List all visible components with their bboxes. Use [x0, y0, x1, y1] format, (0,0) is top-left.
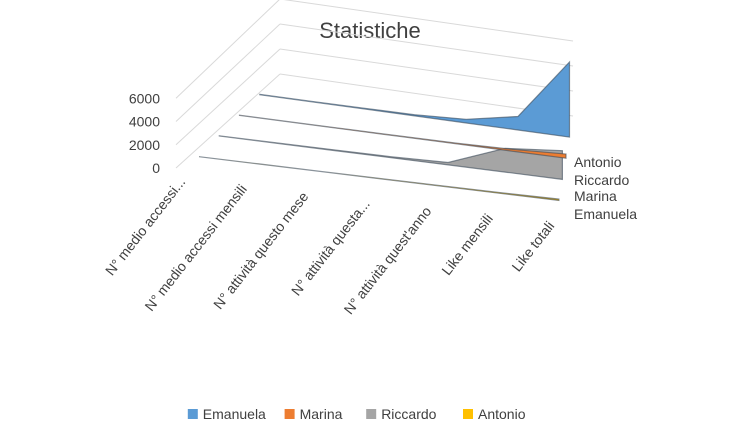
y-tick-label: 0	[152, 160, 160, 176]
area-emanuela	[259, 60, 571, 138]
gridline-back	[283, 0, 574, 42]
y-tick-label: 2000	[129, 137, 160, 153]
depth-label: Riccardo	[574, 172, 629, 188]
series-areas	[198, 60, 571, 202]
y-tick-label: 6000	[129, 90, 160, 106]
y-tick-label: 4000	[129, 114, 160, 130]
legend-label-emanuela: Emanuela	[203, 406, 266, 422]
gridline-back	[279, 48, 574, 92]
x-axis-ticks: N° medio accessi...N° medio accessi mens…	[102, 174, 557, 317]
gridline-left	[175, 23, 281, 122]
y-axis-ticks: 0 2000 4000 6000	[129, 90, 160, 176]
depth-label: Marina	[574, 188, 617, 204]
area-marina	[238, 114, 567, 159]
legend-label-riccardo: Riccardo	[381, 406, 436, 422]
gridline-left	[175, 0, 280, 99]
area-riccardo	[218, 135, 564, 181]
x-tick-label: Like mensili	[438, 211, 496, 278]
legend-swatch-riccardo	[366, 409, 377, 419]
area-antonio	[198, 156, 560, 202]
gridline-back	[279, 23, 574, 67]
depth-label: Antonio	[574, 154, 622, 170]
depth-label: Emanuela	[574, 206, 637, 222]
gridline-left	[175, 48, 281, 146]
chart-title: Statistiche	[319, 18, 421, 43]
legend-label-antonio: Antonio	[478, 406, 526, 422]
legend-swatch-emanuela	[187, 409, 198, 419]
gridline-back	[279, 73, 574, 117]
gridline-left	[175, 73, 281, 169]
legend-label-marina: Marina	[300, 406, 343, 422]
x-tick-label: Like totali	[508, 218, 557, 274]
gridlines	[175, 0, 574, 169]
legend-swatch-antonio	[463, 409, 473, 419]
legend-swatch-marina	[284, 409, 295, 419]
legend: Emanuela Marina Riccardo Antonio	[187, 406, 526, 422]
